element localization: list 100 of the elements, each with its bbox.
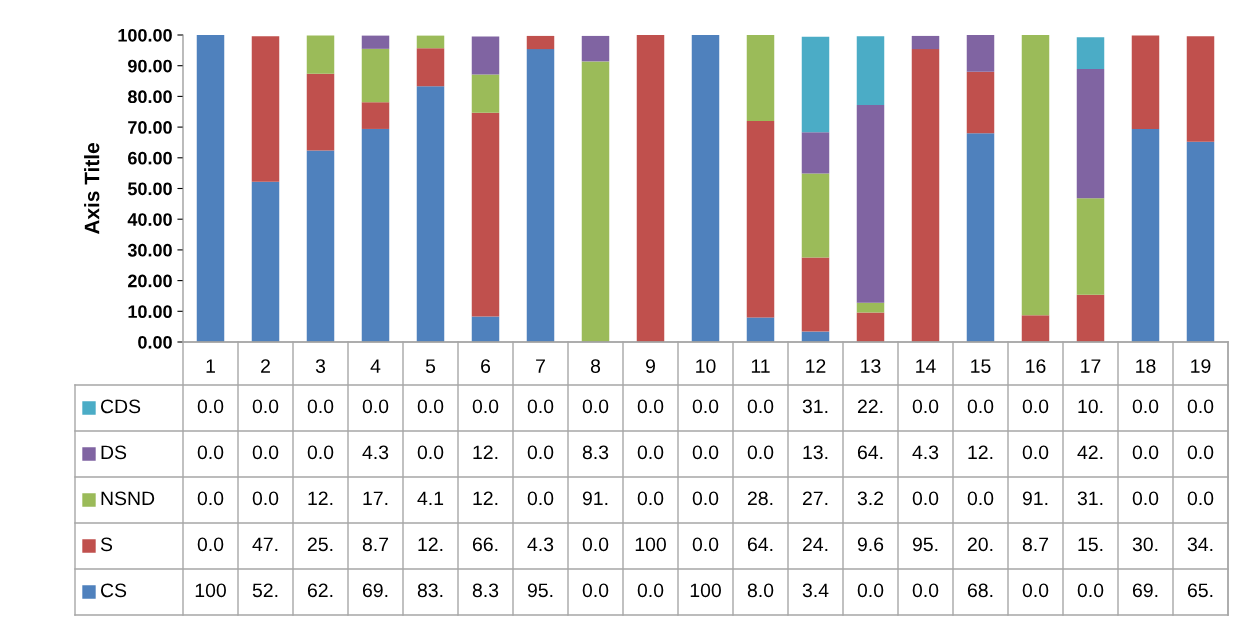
bar — [361, 48, 390, 103]
data-label: 0.0 — [637, 445, 664, 460]
data-label: 100 — [195, 583, 226, 598]
data-label: 0.0 — [912, 491, 939, 506]
data-label: 31. — [1077, 491, 1103, 506]
x-tick-label: 15 — [971, 359, 991, 373]
bar — [911, 49, 940, 342]
data-label: 0.0 — [1187, 491, 1214, 506]
bar — [306, 35, 335, 74]
bar — [856, 302, 885, 313]
data-label: 22. — [857, 399, 883, 414]
y-tick-label: 40.00 — [127, 213, 172, 226]
bar — [526, 35, 555, 50]
data-label: 0.0 — [527, 491, 554, 506]
data-label: 0.0 — [527, 399, 554, 414]
y-tick-label: 90.00 — [128, 59, 172, 73]
bar — [1076, 69, 1105, 199]
bar — [1021, 315, 1050, 342]
bar — [691, 35, 720, 342]
x-tick-label: 5 — [425, 359, 436, 373]
data-label: 17. — [363, 491, 388, 506]
data-label: 10. — [1078, 399, 1103, 414]
bar — [251, 36, 280, 182]
legend-label: S — [100, 537, 113, 552]
data-label: 91. — [582, 491, 608, 506]
data-label: 66. — [472, 537, 498, 552]
data-label: 0.0 — [1132, 445, 1159, 460]
data-label: 3.2 — [857, 491, 884, 506]
data-label: 83. — [417, 583, 443, 598]
bar — [966, 133, 995, 342]
data-label: 8.7 — [1022, 537, 1049, 552]
bar — [581, 61, 610, 342]
data-label: 0.0 — [417, 445, 444, 460]
data-label: 0.0 — [582, 583, 609, 598]
data-label: 34. — [1187, 537, 1213, 552]
x-tick-label: 18 — [1136, 359, 1156, 373]
data-label: 12. — [473, 445, 498, 460]
bar — [416, 48, 445, 87]
data-label: 28. — [747, 491, 773, 506]
data-label: 62. — [307, 583, 333, 598]
data-label: 47. — [252, 537, 278, 552]
data-label: 12. — [308, 491, 333, 506]
data-label: 12. — [968, 445, 993, 460]
data-label: 95. — [527, 583, 553, 598]
data-label: 0.0 — [1187, 445, 1214, 460]
bar — [636, 35, 665, 342]
bar — [1021, 35, 1050, 316]
data-label: 0.0 — [417, 399, 444, 414]
data-label: 0.0 — [692, 537, 719, 552]
y-tick-label: 0.00 — [138, 335, 172, 349]
bar — [856, 36, 885, 105]
data-label: 0.0 — [637, 491, 664, 506]
legend-label: CS — [100, 583, 127, 598]
data-label: 13. — [803, 445, 828, 460]
x-tick-label: 9 — [646, 359, 655, 373]
data-label: 0.0 — [967, 491, 994, 506]
data-label: 27. — [802, 491, 828, 506]
x-tick-label: 6 — [481, 359, 491, 373]
y-tick-label: 100.00 — [118, 28, 172, 42]
data-label: 0.0 — [692, 491, 719, 506]
data-label: 64. — [747, 537, 773, 552]
data-label: 8.3 — [472, 583, 499, 598]
data-label: 0.0 — [692, 399, 719, 414]
bar — [966, 35, 995, 72]
data-label: 0.0 — [197, 537, 224, 552]
bar — [361, 35, 390, 49]
data-label: 12. — [418, 537, 443, 552]
bar — [581, 35, 610, 62]
data-label: 3.4 — [802, 583, 829, 598]
x-tick-label: 10 — [696, 359, 716, 373]
data-label: 0.0 — [857, 583, 884, 598]
data-label: 0.0 — [252, 491, 279, 506]
x-tick-label: 2 — [261, 359, 270, 373]
y-tick-label: 70.00 — [128, 121, 172, 134]
data-label: 0.0 — [582, 537, 609, 552]
data-label: 8.7 — [362, 537, 389, 552]
x-tick-label: 14 — [916, 359, 936, 373]
bar — [251, 181, 280, 342]
bar — [856, 312, 885, 342]
bar — [416, 86, 445, 342]
data-label: 12. — [473, 491, 498, 506]
data-label: 0.0 — [637, 583, 664, 598]
data-label: 0.0 — [307, 399, 334, 414]
data-label: 68. — [967, 583, 993, 598]
y-axis-title: Axis Title — [84, 143, 100, 235]
data-label: 0.0 — [1187, 399, 1214, 414]
x-tick-label: 19 — [1191, 359, 1211, 373]
x-tick-label: 12 — [806, 359, 826, 373]
bar — [1131, 128, 1160, 342]
data-label: 52. — [252, 583, 278, 598]
data-label: 4.1 — [417, 491, 444, 506]
bar — [746, 35, 775, 121]
bar — [746, 120, 775, 318]
bar — [1131, 35, 1160, 129]
bar — [361, 102, 390, 129]
legend-label: CDS — [100, 399, 141, 414]
data-label: 8.3 — [582, 445, 609, 460]
bar — [746, 317, 775, 342]
data-label: 0.0 — [747, 445, 774, 460]
data-label: 64. — [857, 445, 883, 460]
